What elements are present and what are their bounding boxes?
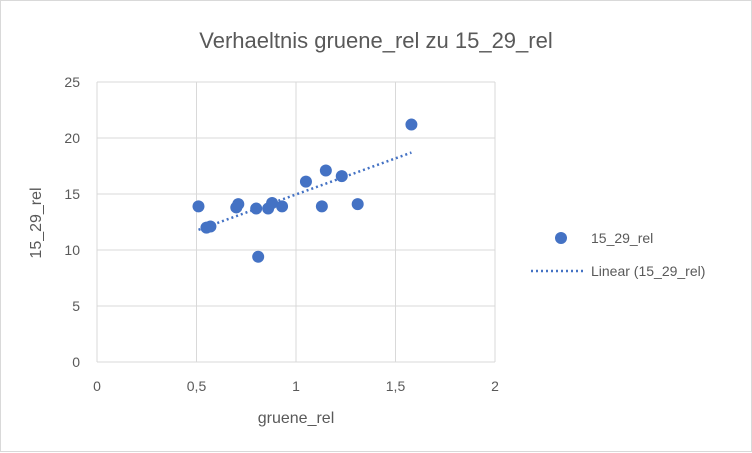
data-point	[319, 164, 332, 177]
data-point	[250, 202, 263, 215]
legend-series-label: 15_29_rel	[591, 230, 653, 246]
y-axis-label: 15_29_rel	[28, 187, 45, 258]
legend-trendline-label: Linear (15_29_rel)	[591, 263, 705, 279]
data-point	[204, 220, 217, 233]
x-tick-labels: 0 0,5 1 1,5 2	[93, 378, 499, 394]
data-point	[232, 198, 245, 211]
x-tick-label: 1,5	[386, 378, 406, 394]
data-point	[335, 170, 348, 183]
data-point	[405, 118, 418, 131]
data-point	[252, 250, 265, 263]
legend-marker	[555, 232, 567, 244]
y-tick-label: 15	[64, 186, 80, 202]
x-tick-label: 0,5	[187, 378, 207, 394]
y-tick-label: 5	[72, 298, 80, 314]
data-points	[192, 118, 418, 263]
x-tick-label: 2	[491, 378, 499, 394]
data-point	[192, 200, 205, 213]
y-tick-label: 0	[72, 354, 80, 370]
data-point	[351, 198, 364, 211]
legend: 15_29_rel Linear (15_29_rel)	[531, 230, 705, 279]
trendline	[198, 151, 412, 232]
gridlines	[96, 81, 496, 363]
data-point	[276, 200, 289, 213]
chart-title: Verhaeltnis gruene_rel zu 15_29_rel	[199, 28, 552, 53]
y-tick-labels: 0 5 10 15 20 25	[64, 74, 80, 370]
data-point	[315, 200, 328, 213]
y-tick-label: 20	[64, 130, 80, 146]
data-point	[299, 175, 312, 188]
y-tick-label: 10	[64, 242, 80, 258]
data-point	[266, 196, 279, 209]
x-tick-label: 0	[93, 378, 101, 394]
x-tick-label: 1	[292, 378, 300, 394]
x-axis-label: gruene_rel	[258, 410, 335, 427]
y-tick-label: 25	[64, 74, 80, 90]
